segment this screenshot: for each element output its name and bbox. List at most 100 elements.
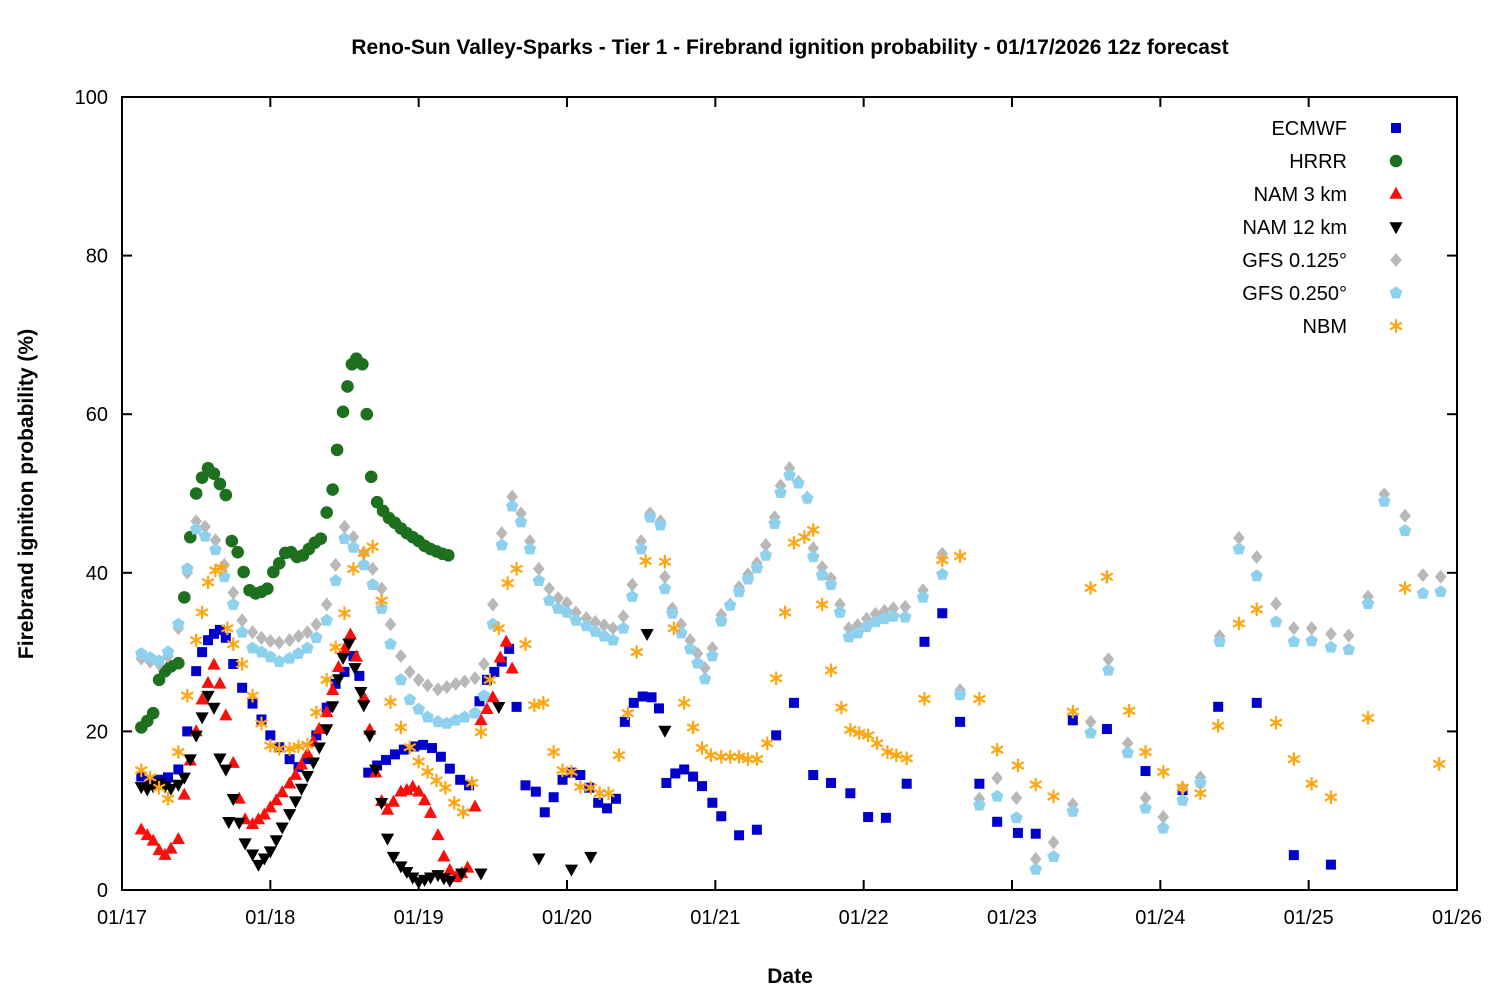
data-point [375,593,389,608]
data-point [477,689,491,702]
data-point [869,615,882,628]
data-point [1010,811,1023,824]
data-point [209,533,222,548]
data-point [312,742,326,755]
data-point [384,695,397,709]
data-point [320,673,334,687]
data-point [643,510,657,523]
data-point [357,690,371,703]
data-point [953,549,967,563]
data-point [630,645,644,659]
data-point [824,663,838,678]
data-point [395,649,407,664]
data-point [1047,850,1060,863]
data-point [1342,643,1355,656]
data-point [283,651,296,664]
data-point [195,471,209,484]
data-point [1434,569,1447,584]
data-point [1101,724,1112,735]
data-point [1324,640,1338,653]
data-point [834,700,848,715]
data-point [584,851,598,864]
legend-entry-nbm: NBM [1303,316,1403,338]
data-point [251,859,266,872]
data-point [532,853,546,866]
data-point [1140,766,1151,777]
data-point [152,780,166,795]
data-point [218,557,231,572]
x-axis-label: Date [767,965,813,988]
data-point [458,674,471,689]
data-point [901,778,912,789]
data-point [675,617,688,632]
data-point [1139,791,1152,806]
data-point [375,581,388,596]
data-point [474,725,488,739]
data-point [1398,581,1412,595]
data-point [769,671,783,686]
data-point [146,706,160,720]
data-point [346,562,360,576]
data-point [1010,791,1023,806]
data-point [602,803,613,814]
data-point [423,805,438,818]
data-point [207,702,221,715]
x-tick-label: 01/23 [987,907,1037,929]
data-point [869,607,882,622]
data-point [480,701,494,714]
data-point [589,614,601,629]
data-point [421,710,434,723]
data-point [1121,746,1134,759]
data-point [1325,859,1336,870]
data-point [1102,663,1115,676]
data-point [1213,701,1224,712]
data-point [134,822,148,835]
data-point [474,868,488,881]
data-point [468,706,482,719]
data-point [254,716,268,731]
data-point [300,771,315,784]
data-point [329,640,343,655]
data-point [607,621,619,636]
data-point [487,597,499,612]
legend-entry-gfs-0-250: GFS 0.250° [1242,283,1403,305]
legend: ECMWF HRRR NAM 3 km NAM 12 km GFS 0.125° GFS … [1242,118,1403,338]
data-point [501,576,515,590]
data-point [421,678,434,693]
data-point [1305,634,1318,647]
data-point [412,784,426,797]
data-point [991,771,1003,786]
legend-entry-hrrr: HRRR [1289,151,1403,173]
data-point [1269,715,1283,730]
data-point [349,649,363,662]
data-point [602,786,615,801]
series-gfs-0-250 [135,468,1447,875]
data-point [972,692,986,706]
data-point [1361,597,1375,610]
data-point [300,746,315,759]
data-point [310,617,323,632]
data-point [456,805,470,820]
data-point [438,780,452,795]
data-point [406,779,420,792]
data-point [505,661,519,674]
data-point [423,872,438,885]
pentagon-legend-marker-icon [1389,286,1403,299]
data-point [389,749,400,760]
data-point [310,631,323,644]
data-point [917,583,929,598]
data-point [598,618,610,633]
data-point [751,824,762,835]
data-point [1233,530,1245,545]
data-point [573,780,587,794]
data-point [1305,776,1319,791]
data-point [759,548,773,561]
data-point [760,736,774,751]
x-tick-label: 01/24 [1135,907,1185,929]
legend-label: NAM 3 km [1254,184,1347,206]
data-point [381,754,392,765]
data-point [992,816,1003,827]
x-tick-label: 01/19 [394,907,444,929]
plot-series [134,352,1447,890]
